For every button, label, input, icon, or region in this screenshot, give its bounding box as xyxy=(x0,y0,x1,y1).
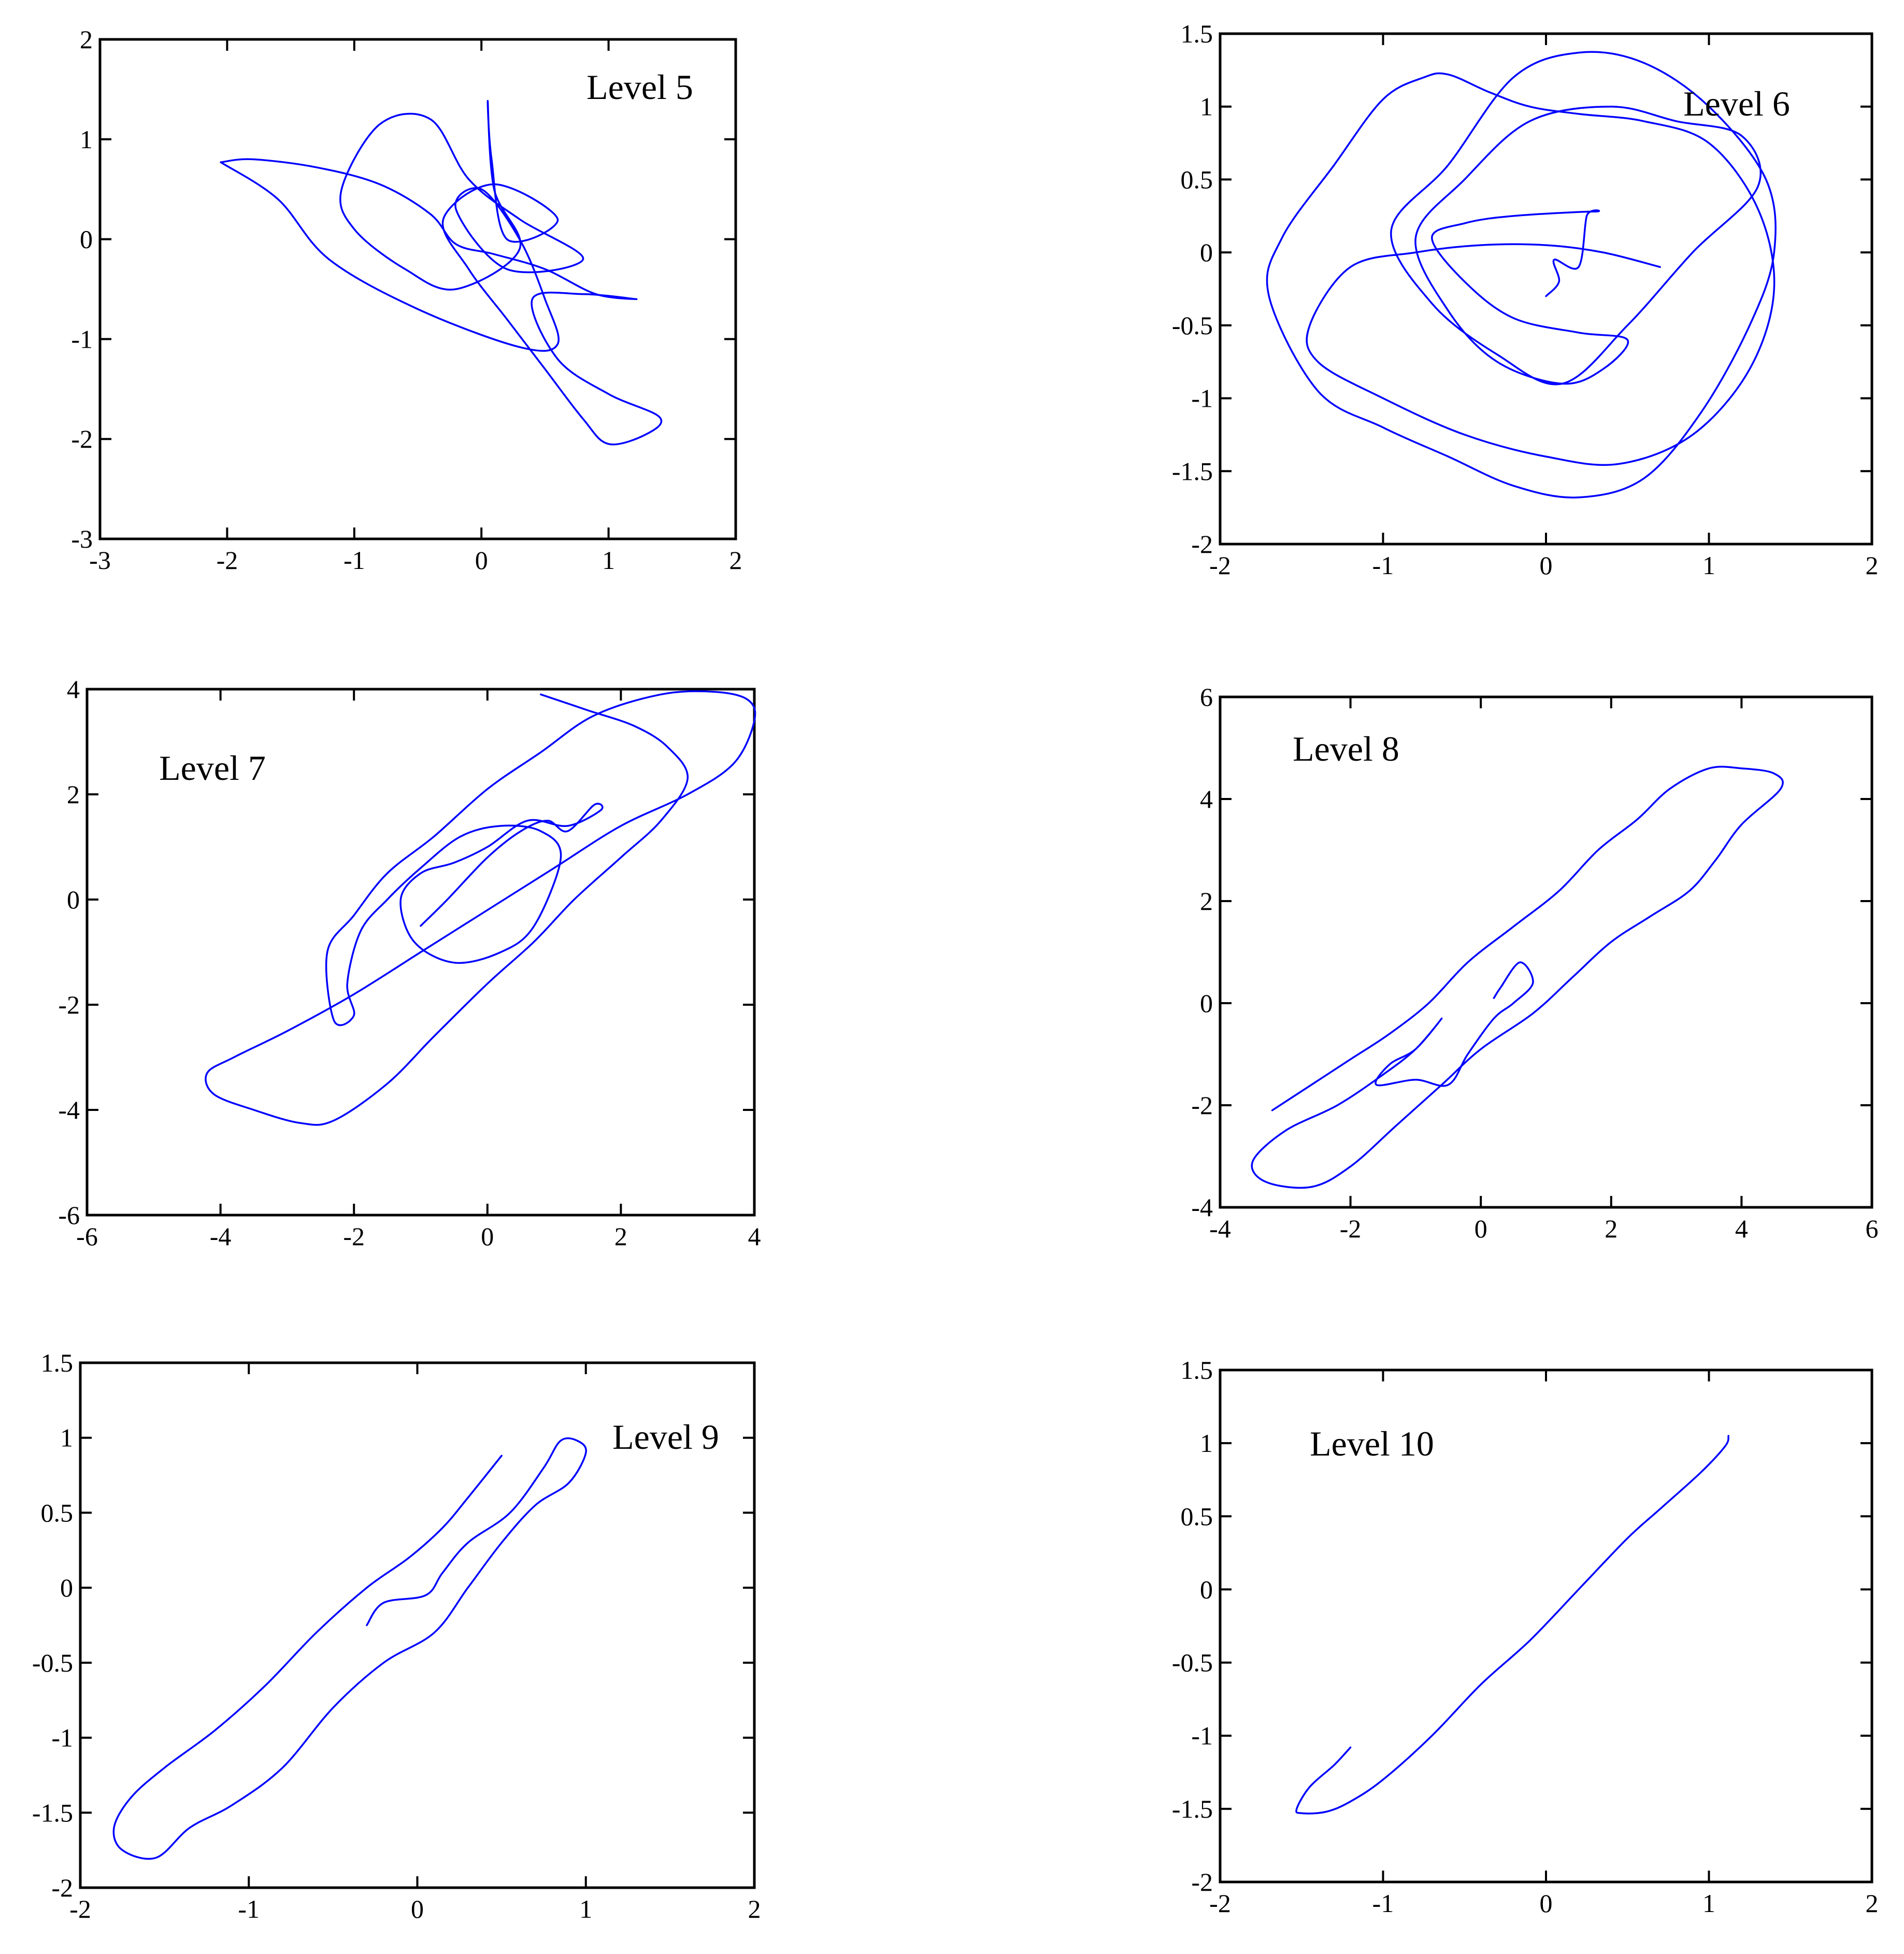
y-tick-label: -2 xyxy=(58,990,80,1019)
y-tick-label: 2 xyxy=(80,25,93,54)
x-tick-label: 1 xyxy=(602,546,615,575)
x-tick-label: -2 xyxy=(1209,551,1231,580)
y-tick-label: -4 xyxy=(58,1095,80,1124)
y-tick-label: 0.5 xyxy=(41,1498,74,1527)
y-tick-label: -6 xyxy=(58,1201,80,1230)
x-tick-label: 1 xyxy=(1702,1889,1715,1918)
y-tick-label: 1 xyxy=(1200,1429,1213,1458)
y-tick-label: 0 xyxy=(1200,1575,1213,1604)
panel-annotation-level-7: Level 7 xyxy=(159,748,266,788)
panel-annotation-level-10: Level 10 xyxy=(1310,1424,1434,1463)
trajectory-line xyxy=(1266,51,1777,498)
x-tick-label: 2 xyxy=(614,1222,627,1251)
panel-level-5: -3 -2 -1 0 1 2 2 1 0 -1 -2 -3 Level 5 xyxy=(71,25,742,575)
trajectory-line xyxy=(205,690,756,1126)
y-tick-label: 2 xyxy=(1200,887,1213,916)
panel-level-7: -6 -4 -2 0 2 4 4 2 0 -2 -4 -6 Level 7 xyxy=(58,675,761,1251)
x-tick-label: 1 xyxy=(579,1894,592,1923)
plot-frame xyxy=(1219,695,1873,1209)
y-tick-label: 0 xyxy=(60,1573,73,1602)
x-tick-label: -2 xyxy=(1340,1214,1362,1243)
x-tick-label: 2 xyxy=(729,546,742,575)
panel-level-10: -2 -1 0 1 2 1.5 1 0.5 0 -0.5 -1 -1.5 -2 Level 10 xyxy=(1172,1356,1879,1918)
x-tick-label: 0 xyxy=(481,1222,494,1251)
x-tick-label: -2 xyxy=(217,546,238,575)
x-tick-label: -6 xyxy=(76,1222,98,1251)
y-tick-label: 1 xyxy=(1200,92,1213,121)
x-tick-label: 0 xyxy=(1474,1214,1487,1243)
x-tick-label: -3 xyxy=(89,546,111,575)
y-tick-label: -3 xyxy=(71,524,93,553)
x-tick-label: -1 xyxy=(1372,1889,1394,1918)
x-tick-label: 2 xyxy=(1605,1214,1617,1243)
y-tick-label: 2 xyxy=(67,780,80,809)
x-tick-label: -2 xyxy=(1209,1889,1231,1918)
x-tick-label: 0 xyxy=(1540,1889,1553,1918)
y-tick-label: 6 xyxy=(1200,682,1213,711)
y-tick-label: -2 xyxy=(1191,1867,1213,1896)
y-tick-label: 1.5 xyxy=(1181,1356,1213,1385)
y-tick-label: 0 xyxy=(67,885,80,914)
plot-frame xyxy=(85,688,756,1217)
y-tick-label: -1 xyxy=(1191,1721,1213,1750)
x-tick-label: -1 xyxy=(238,1894,260,1923)
plot-frame xyxy=(98,38,737,540)
y-tick-label: -0.5 xyxy=(1172,311,1213,340)
x-tick-label: 4 xyxy=(1735,1214,1748,1243)
trajectory-line xyxy=(112,1437,587,1860)
y-tick-label: 0 xyxy=(1200,989,1213,1018)
panel-annotation-level-8: Level 8 xyxy=(1293,729,1399,768)
y-tick-label: 1 xyxy=(60,1423,73,1452)
x-tick-label: 0 xyxy=(1540,551,1553,580)
y-tick-label: -4 xyxy=(1191,1193,1213,1222)
x-tick-label: 2 xyxy=(748,1894,761,1923)
x-tick-label: -1 xyxy=(343,546,365,575)
y-tick-label: -2 xyxy=(1191,530,1213,559)
panel-level-8: -4 -2 0 2 4 6 6 4 2 0 -2 -4 Level 8 xyxy=(1191,682,1878,1243)
y-tick-label: -2 xyxy=(71,424,93,453)
y-tick-label: 0.5 xyxy=(1181,1502,1213,1531)
x-tick-label: 0 xyxy=(475,546,488,575)
y-tick-label: -1.5 xyxy=(1172,457,1213,486)
y-tick-label: 1 xyxy=(80,125,93,154)
trajectory-line xyxy=(220,100,663,446)
y-tick-label: -2 xyxy=(1191,1091,1213,1120)
x-tick-label: -1 xyxy=(1372,551,1394,580)
panel-annotation-level-5: Level 5 xyxy=(586,67,693,107)
y-tick-label: 0.5 xyxy=(1181,165,1213,194)
y-tick-label: 4 xyxy=(1200,785,1213,814)
x-tick-label: -2 xyxy=(69,1894,91,1923)
x-tick-label: -4 xyxy=(1209,1214,1231,1243)
x-tick-label: 6 xyxy=(1866,1214,1879,1243)
y-tick-label: 4 xyxy=(67,675,80,704)
x-tick-label: 4 xyxy=(748,1222,761,1251)
y-tick-label: -1.5 xyxy=(1172,1794,1213,1823)
y-tick-label: -0.5 xyxy=(1172,1648,1213,1677)
panel-level-6: -2 -1 0 1 2 1.5 1 0.5 0 -0.5 -1 -1.5 -2 Level 6 xyxy=(1172,19,1879,580)
y-tick-label: -0.5 xyxy=(32,1648,73,1677)
trajectory-line xyxy=(1251,765,1784,1189)
panel-annotation-level-9: Level 9 xyxy=(612,1417,719,1457)
y-tick-label: -1.5 xyxy=(32,1798,73,1827)
x-tick-label: 1 xyxy=(1702,551,1715,580)
x-tick-label: -4 xyxy=(210,1222,232,1251)
panel-annotation-level-6: Level 6 xyxy=(1683,84,1790,123)
panel-level-9: -2 -1 0 1 2 1.5 1 0.5 0 -0.5 -1 -1.5 -2 Level 9 xyxy=(32,1348,761,1923)
y-tick-label: -1 xyxy=(51,1723,73,1752)
trajectory-line xyxy=(1295,1435,1729,1815)
y-tick-label: -2 xyxy=(51,1873,73,1902)
y-tick-label: 0 xyxy=(80,225,93,254)
y-tick-label: -1 xyxy=(1191,384,1213,413)
y-tick-label: 0 xyxy=(1200,238,1213,267)
x-tick-label: 2 xyxy=(1866,1889,1879,1918)
x-tick-label: -2 xyxy=(343,1222,365,1251)
x-tick-label: 2 xyxy=(1866,551,1879,580)
y-tick-label: 1.5 xyxy=(41,1348,74,1377)
y-tick-label: -1 xyxy=(71,324,93,353)
y-tick-label: 1.5 xyxy=(1181,19,1213,48)
x-tick-label: 0 xyxy=(411,1894,424,1923)
